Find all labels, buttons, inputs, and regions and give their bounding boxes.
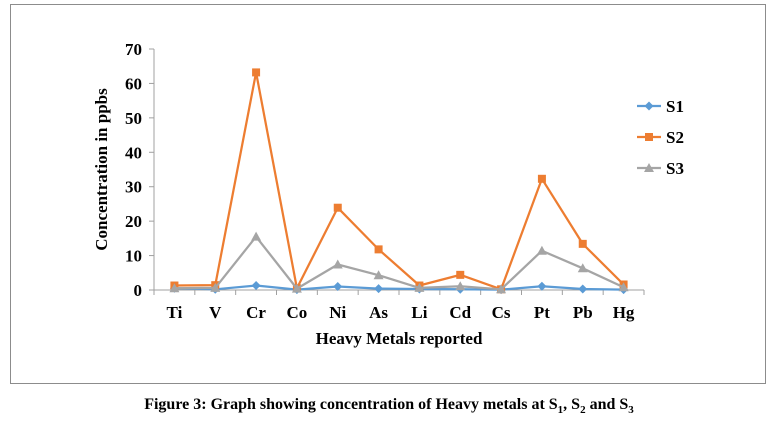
data-point	[169, 283, 180, 293]
x-tick-label: Li	[411, 303, 427, 322]
legend-item-s1: S1	[637, 97, 684, 116]
data-point	[578, 284, 588, 294]
data-point	[291, 283, 302, 293]
caption-separator-1: , S	[563, 396, 581, 413]
legend-marker	[645, 133, 653, 141]
series-line-s3	[174, 235, 625, 291]
data-point	[374, 245, 383, 254]
data-point	[537, 174, 546, 183]
legend-marker	[644, 163, 654, 172]
y-tick-label: 70	[125, 40, 142, 59]
x-tick-label: V	[209, 303, 222, 322]
caption-text: Figure 3: Graph showing concentration of…	[144, 396, 558, 413]
x-tick-label: Ni	[329, 303, 346, 322]
legend-item-s3: S3	[637, 159, 684, 178]
x-tick-label: Co	[287, 303, 308, 322]
x-tick-label: Cd	[449, 303, 471, 322]
x-tick-label: Cs	[492, 303, 511, 322]
y-tick-label: 0	[134, 281, 143, 300]
x-tick-label: Ti	[167, 303, 183, 322]
data-point	[618, 282, 629, 292]
y-tick-label: 10	[125, 247, 142, 266]
data-point	[210, 282, 221, 292]
legend-label: S2	[666, 128, 684, 147]
line-chart: 0 10 20 30 40 50 60 70 Ti V Cr Co Ni As Li Cd Cs Pt Pb Hg S…	[92, 40, 684, 348]
data-point	[496, 284, 507, 294]
data-point	[414, 282, 425, 292]
data-point	[578, 239, 587, 248]
data-point	[456, 270, 465, 279]
data-point	[251, 281, 261, 291]
caption-subscript-s2: 2	[580, 404, 586, 417]
caption-subscript-s1: 1	[557, 404, 564, 417]
data-point	[373, 270, 384, 280]
data-point	[536, 245, 547, 255]
series-layer	[169, 68, 629, 295]
data-point	[333, 282, 343, 292]
y-tick-label: 20	[125, 212, 142, 231]
x-axis-title: Heavy Metals reported	[316, 329, 483, 348]
data-point	[374, 284, 384, 294]
data-point	[455, 281, 466, 291]
data-point	[251, 231, 262, 241]
series-line-s2	[174, 71, 625, 291]
chart-axes: 0 10 20 30 40 50 60 70 Ti V Cr Co Ni As Li Cd Cs Pt Pb Hg	[125, 40, 645, 322]
data-point	[333, 203, 342, 212]
data-point	[537, 281, 547, 291]
legend-label: S1	[666, 97, 684, 116]
x-tick-label: Cr	[246, 303, 266, 322]
series-line-s1	[174, 284, 624, 291]
legend-marker	[644, 101, 654, 111]
data-point	[577, 263, 588, 273]
y-tick-label: 60	[125, 74, 142, 93]
series-s3	[169, 231, 629, 294]
legend-item-s2: S2	[637, 128, 684, 147]
figure-caption: Figure 3: Graph showing concentration of…	[0, 396, 778, 416]
chart-legend: S1 S2 S3	[637, 97, 684, 178]
x-tick-label: Pb	[573, 303, 593, 322]
y-axis-title: Concentration in ppbs	[92, 88, 111, 251]
x-tick-label: Pt	[534, 303, 550, 322]
caption-separator-2: and S	[585, 396, 629, 413]
data-point	[332, 259, 343, 269]
caption-subscript-s3: 3	[628, 404, 634, 417]
y-tick-label: 30	[125, 178, 142, 197]
x-tick-label: As	[369, 303, 388, 322]
y-tick-label: 50	[125, 109, 142, 128]
chart-frame: 0 10 20 30 40 50 60 70 Ti V Cr Co Ni As Li Cd Cs Pt Pb Hg S…	[10, 4, 766, 384]
data-point	[252, 68, 261, 77]
legend-label: S3	[666, 159, 684, 178]
x-tick-label: Hg	[613, 303, 635, 322]
y-tick-label: 40	[125, 143, 142, 162]
